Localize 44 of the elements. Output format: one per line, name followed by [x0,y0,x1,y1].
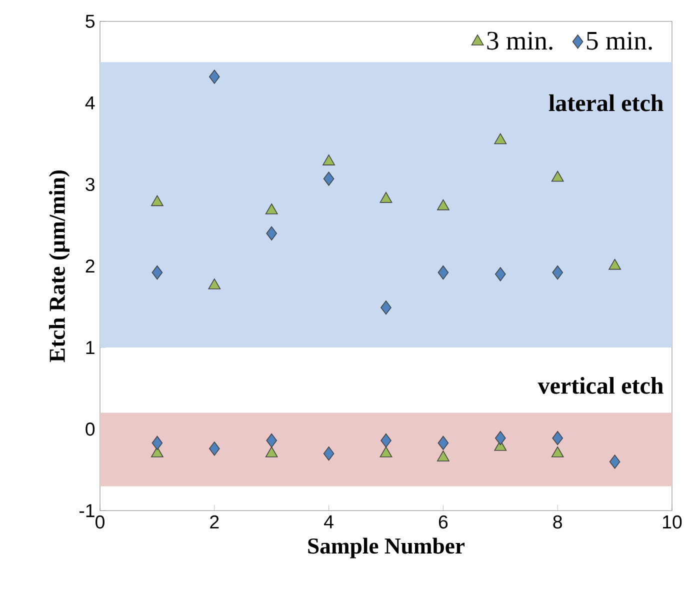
point [151,195,164,206]
point [608,258,621,270]
point [380,433,392,448]
point [208,278,221,290]
y-tick-label: -1 [80,504,94,518]
x-tick-label: 2 [210,515,219,528]
y-tick-label: 0 [86,422,95,436]
x-axis-title: Sample Number [308,538,465,558]
y-tick-label: 2 [86,259,94,273]
point [609,454,620,469]
point [152,265,163,280]
y-tick-label: 4 [85,96,95,110]
point [266,433,277,448]
y-axis-title: Etch Rate (µm/min) [48,170,70,362]
point [494,431,506,446]
legend-label: 3 min. [487,32,552,50]
point [380,192,392,203]
point [266,226,277,240]
point [494,133,507,144]
point [437,199,450,210]
point [152,436,163,450]
band-label: vertical etch [538,376,664,394]
y-tick-label: 5 [86,14,95,28]
x-tick-label: 8 [553,515,562,529]
y-tick-label: 1 [86,341,94,354]
point [323,172,334,186]
x-tick-label: 10 [663,515,682,529]
point [438,265,449,280]
y-tick-label: 3 [86,178,94,192]
point [209,442,220,456]
point [265,203,278,214]
x-tick-label: 0 [96,515,104,529]
point [552,431,563,446]
point [323,446,334,461]
point [552,265,563,280]
legend-label: 5 min. [587,32,652,50]
point [494,267,506,282]
point [380,300,392,315]
point [438,436,449,450]
point [322,154,335,166]
x-tick-label: 4 [324,515,334,528]
x-tick-label: 6 [438,515,448,529]
band-label: lateral etch [548,94,664,112]
point [551,170,564,182]
